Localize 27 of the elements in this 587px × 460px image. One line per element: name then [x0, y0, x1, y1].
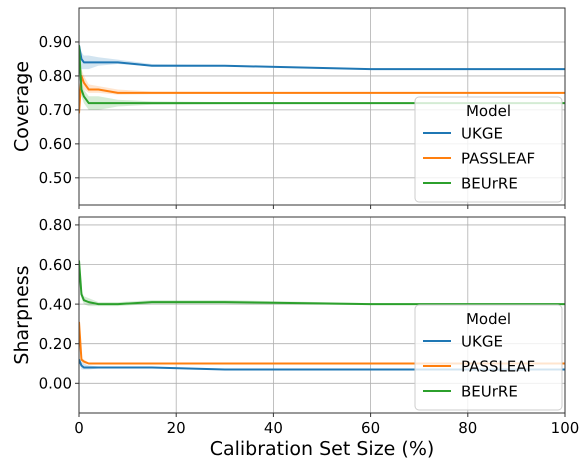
legend-label: UKGE: [461, 332, 503, 350]
y-tick-label: 0.80: [38, 216, 72, 234]
x-axis-title: Calibration Set Size (%): [210, 438, 434, 460]
y-tick-label: 0.20: [38, 334, 72, 353]
x-tick-label: 100: [550, 419, 580, 437]
y-axis-title: Coverage: [11, 60, 33, 152]
legend-label: BEUrRE: [461, 382, 518, 400]
y-tick-label: 0.50: [38, 169, 72, 188]
y-tick-label: 0.00: [38, 374, 72, 393]
y-tick-label: 0.40: [38, 295, 72, 314]
x-tick-label: 60: [361, 419, 380, 437]
y-tick-label: 0.90: [38, 33, 72, 52]
x-tick-label: 40: [264, 419, 283, 437]
legend-label: UKGE: [461, 124, 503, 142]
x-tick-label: 20: [166, 419, 186, 437]
x-tick-label: 0: [74, 419, 84, 437]
y-tick-label: 0.80: [38, 67, 72, 86]
y-tick-label: 0.70: [38, 101, 72, 120]
y-tick-label: 0.60: [38, 135, 72, 154]
legend-title: Model: [466, 310, 512, 328]
legend-title: Model: [466, 102, 512, 120]
y-axis-title: Sharpness: [11, 265, 33, 365]
legend-label: PASSLEAF: [461, 149, 536, 168]
legend-label: BEUrRE: [461, 174, 518, 192]
x-tick-label: 80: [458, 419, 478, 437]
legend-label: PASSLEAF: [461, 357, 536, 376]
y-tick-label: 0.60: [38, 256, 72, 274]
